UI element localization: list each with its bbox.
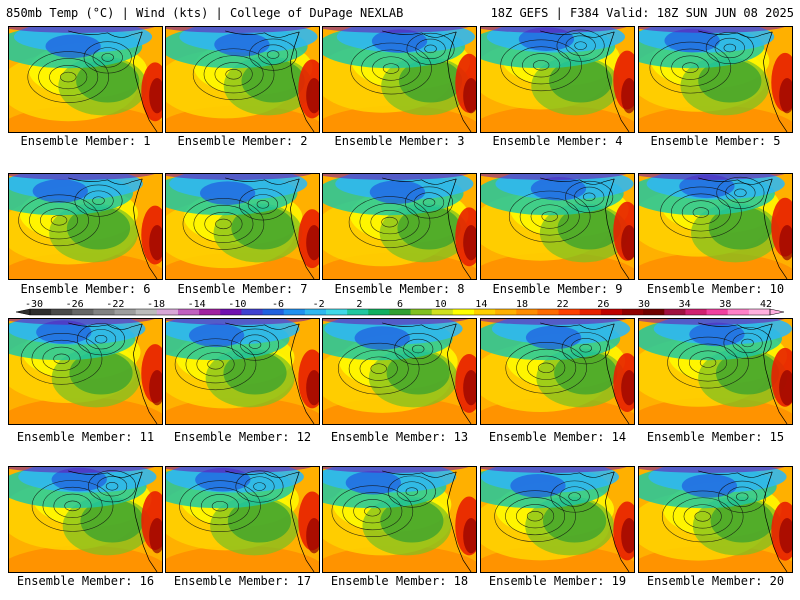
colorbar-swatch bbox=[558, 309, 581, 315]
colorbar-swatch bbox=[178, 309, 200, 315]
colorbar-swatch bbox=[664, 309, 686, 315]
colorbar-tick-label: -26 bbox=[66, 299, 84, 310]
ensemble-member-label: Ensemble Member: 10 bbox=[646, 282, 785, 296]
ensemble-member-label: Ensemble Member: 20 bbox=[646, 574, 785, 588]
colorbar-swatch bbox=[220, 309, 242, 315]
colorbar-swatch bbox=[452, 309, 475, 315]
ensemble-member-label: Ensemble Member: 8 bbox=[334, 282, 465, 296]
colorbar-swatch bbox=[431, 309, 454, 315]
ensemble-member-label: Ensemble Member: 1 bbox=[20, 134, 151, 148]
colorbar-swatch bbox=[622, 309, 644, 315]
ensemble-member-map bbox=[322, 466, 477, 573]
colorbar-tick-label: 2 bbox=[356, 299, 362, 310]
colorbar-tick-label: -2 bbox=[313, 299, 325, 310]
ensemble-member-label: Ensemble Member: 13 bbox=[330, 430, 469, 444]
colorbar-swatch bbox=[495, 309, 517, 315]
ensemble-member-map bbox=[8, 173, 163, 280]
colorbar-tick-label: 18 bbox=[516, 299, 528, 310]
ensemble-member-map bbox=[165, 466, 320, 573]
colorbar-swatch bbox=[643, 309, 665, 315]
colorbar-swatch bbox=[156, 309, 179, 315]
colorbar-swatch bbox=[304, 309, 327, 315]
colorbar-swatch bbox=[283, 309, 306, 315]
colorbar-swatch bbox=[410, 309, 433, 315]
ensemble-member-label: Ensemble Member: 19 bbox=[488, 574, 627, 588]
ensemble-member-label: Ensemble Member: 18 bbox=[330, 574, 469, 588]
colorbar-swatch bbox=[135, 309, 158, 315]
temperature-colorbar: -30 -26 -22 -18 -14 -10 -6 -2 2 6 10 14 18 22 26 30 34 38… bbox=[15, 299, 785, 316]
ensemble-member-map bbox=[480, 466, 635, 573]
ensemble-member-label: Ensemble Member: 7 bbox=[177, 282, 308, 296]
colorbar-tick-label: 30 bbox=[638, 299, 650, 310]
colorbar-swatch bbox=[368, 309, 390, 315]
colorbar-swatch bbox=[685, 309, 708, 315]
ensemble-member-map bbox=[480, 26, 635, 133]
ensemble-member-label: Ensemble Member: 4 bbox=[492, 134, 623, 148]
colorbar-swatch bbox=[241, 309, 264, 315]
ensemble-member-label: Ensemble Member: 6 bbox=[20, 282, 151, 296]
colorbar-tick-label: 42 bbox=[760, 299, 772, 310]
ensemble-member-map bbox=[638, 173, 793, 280]
colorbar-tick-label: -18 bbox=[147, 299, 165, 310]
colorbar-swatch bbox=[600, 309, 623, 315]
ensemble-member-map bbox=[638, 318, 793, 425]
colorbar-tick-label: -30 bbox=[25, 299, 43, 310]
ensemble-member-map bbox=[638, 466, 793, 573]
ensemble-member-label: Ensemble Member: 15 bbox=[646, 430, 785, 444]
colorbar-swatch bbox=[326, 309, 348, 315]
colorbar-swatch bbox=[474, 309, 496, 315]
ensemble-member-map bbox=[8, 26, 163, 133]
colorbar-swatch bbox=[727, 309, 750, 315]
ensemble-member-map bbox=[480, 173, 635, 280]
ensemble-member-map bbox=[8, 318, 163, 425]
colorbar-tick-label: 22 bbox=[557, 299, 569, 310]
ensemble-member-label: Ensemble Member: 16 bbox=[16, 574, 155, 588]
colorbar-tick-label: 6 bbox=[397, 299, 403, 310]
colorbar-swatch bbox=[748, 309, 771, 315]
ensemble-member-map bbox=[322, 26, 477, 133]
ensemble-member-label: Ensemble Member: 5 bbox=[650, 134, 781, 148]
colorbar-swatch bbox=[579, 309, 602, 315]
colorbar-swatch bbox=[389, 309, 412, 315]
colorbar-swatch bbox=[516, 309, 538, 315]
ensemble-member-map bbox=[165, 318, 320, 425]
header-title: 850mb Temp (°C) | Wind (kts) | College o… bbox=[6, 6, 404, 20]
colorbar-tick-label: -14 bbox=[188, 299, 206, 310]
colorbar-swatch bbox=[51, 309, 73, 315]
colorbar-swatch bbox=[347, 309, 369, 315]
colorbar-tick-label: -22 bbox=[106, 299, 124, 310]
colorbar-swatch bbox=[199, 309, 221, 315]
colorbar-swatch bbox=[30, 309, 52, 315]
colorbar-tick-label: -6 bbox=[272, 299, 284, 310]
colorbar-tick-label: -10 bbox=[228, 299, 246, 310]
colorbar-swatch bbox=[72, 309, 94, 315]
ensemble-member-map bbox=[8, 466, 163, 573]
ensemble-member-map bbox=[165, 26, 320, 133]
colorbar-tick-label: 26 bbox=[597, 299, 609, 310]
ensemble-member-label: Ensemble Member: 17 bbox=[173, 574, 312, 588]
ensemble-member-label: Ensemble Member: 3 bbox=[334, 134, 465, 148]
ensemble-member-label: Ensemble Member: 2 bbox=[177, 134, 308, 148]
ensemble-member-map bbox=[638, 26, 793, 133]
header-run-info: 18Z GEFS | F384 Valid: 18Z SUN JUN 08 20… bbox=[490, 6, 794, 20]
colorbar-swatch bbox=[93, 309, 116, 315]
ensemble-member-label: Ensemble Member: 11 bbox=[16, 430, 155, 444]
ensemble-member-map bbox=[322, 173, 477, 280]
colorbar-swatch bbox=[706, 309, 729, 315]
ensemble-member-map bbox=[322, 318, 477, 425]
colorbar-swatch bbox=[537, 309, 560, 315]
colorbar-tick-label: 38 bbox=[719, 299, 731, 310]
ensemble-member-map bbox=[165, 173, 320, 280]
ensemble-member-map bbox=[480, 318, 635, 425]
colorbar-tick-label: 14 bbox=[475, 299, 487, 310]
ensemble-member-label: Ensemble Member: 9 bbox=[492, 282, 623, 296]
ensemble-member-label: Ensemble Member: 14 bbox=[488, 430, 627, 444]
colorbar-swatch bbox=[114, 309, 137, 315]
colorbar-tick-label: 34 bbox=[679, 299, 691, 310]
colorbar-swatch bbox=[262, 309, 285, 315]
colorbar-tick-label: 10 bbox=[435, 299, 447, 310]
ensemble-member-label: Ensemble Member: 12 bbox=[173, 430, 312, 444]
